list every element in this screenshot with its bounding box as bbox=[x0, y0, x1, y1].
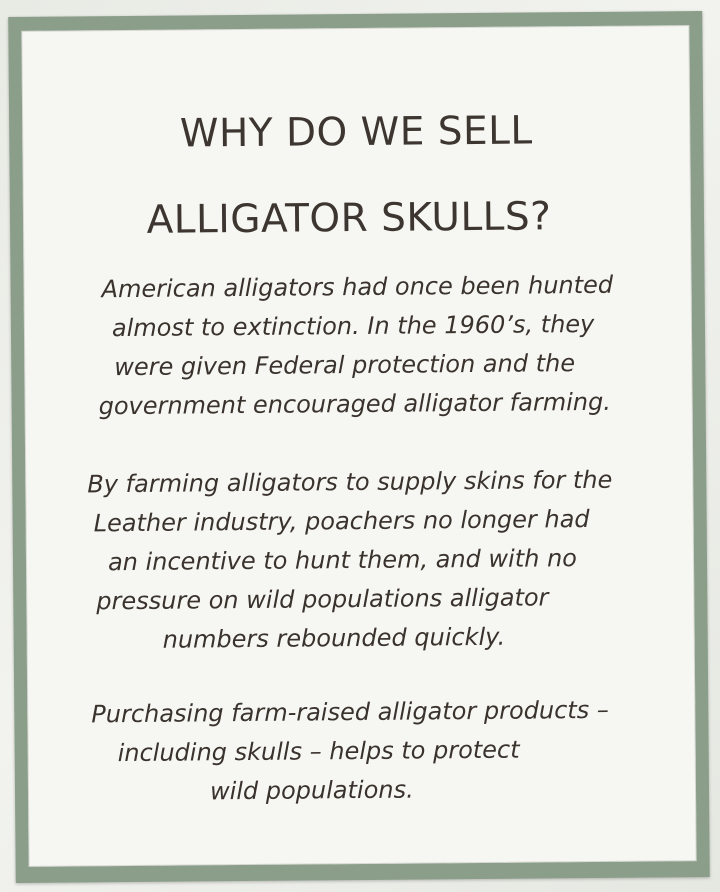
paragraph-1-line: almost to extinction. In the 1960’s, the… bbox=[111, 309, 595, 343]
paragraph-1-line: government encouraged alligator farming. bbox=[98, 387, 611, 421]
paragraph-3-line: Purchasing farm-raised alligator product… bbox=[91, 695, 609, 729]
sign-content: WHY DO WE SELL ALLIGATOR SKULLS? America… bbox=[21, 25, 696, 867]
sign-title-line-1: WHY DO WE SELL bbox=[179, 108, 533, 157]
paragraph-2-line: numbers rebounded quickly. bbox=[162, 622, 506, 654]
paragraph-2-line: an incentive to hunt them, and with no bbox=[107, 544, 578, 577]
paragraph-2: By farming alligators to supply skins fo… bbox=[21, 25, 689, 654]
sign-paper: WHY DO WE SELL ALLIGATOR SKULLS? America… bbox=[21, 25, 697, 867]
paragraph-1: American alligators had once been hunted… bbox=[21, 25, 689, 420]
paragraph-3-line: wild populations. bbox=[209, 775, 414, 806]
paragraph-2-line: By farming alligators to supply skins fo… bbox=[87, 465, 613, 499]
sign-title-line-2: ALLIGATOR SKULLS? bbox=[146, 194, 552, 243]
paragraph-1-line: American alligators had once been hunted bbox=[101, 270, 614, 304]
paragraph-3: Purchasing farm-raised alligator product… bbox=[21, 25, 689, 805]
paragraph-1-line: were given Federal protection and the bbox=[114, 349, 576, 382]
paragraph-3-line: including skulls – helps to protect bbox=[117, 735, 520, 768]
sign-frame: WHY DO WE SELL ALLIGATOR SKULLS? America… bbox=[8, 10, 710, 884]
paragraph-2-line: Leather industry, poachers no longer had bbox=[93, 504, 590, 538]
paragraph-2-line: pressure on wild populations alligator bbox=[96, 583, 549, 616]
